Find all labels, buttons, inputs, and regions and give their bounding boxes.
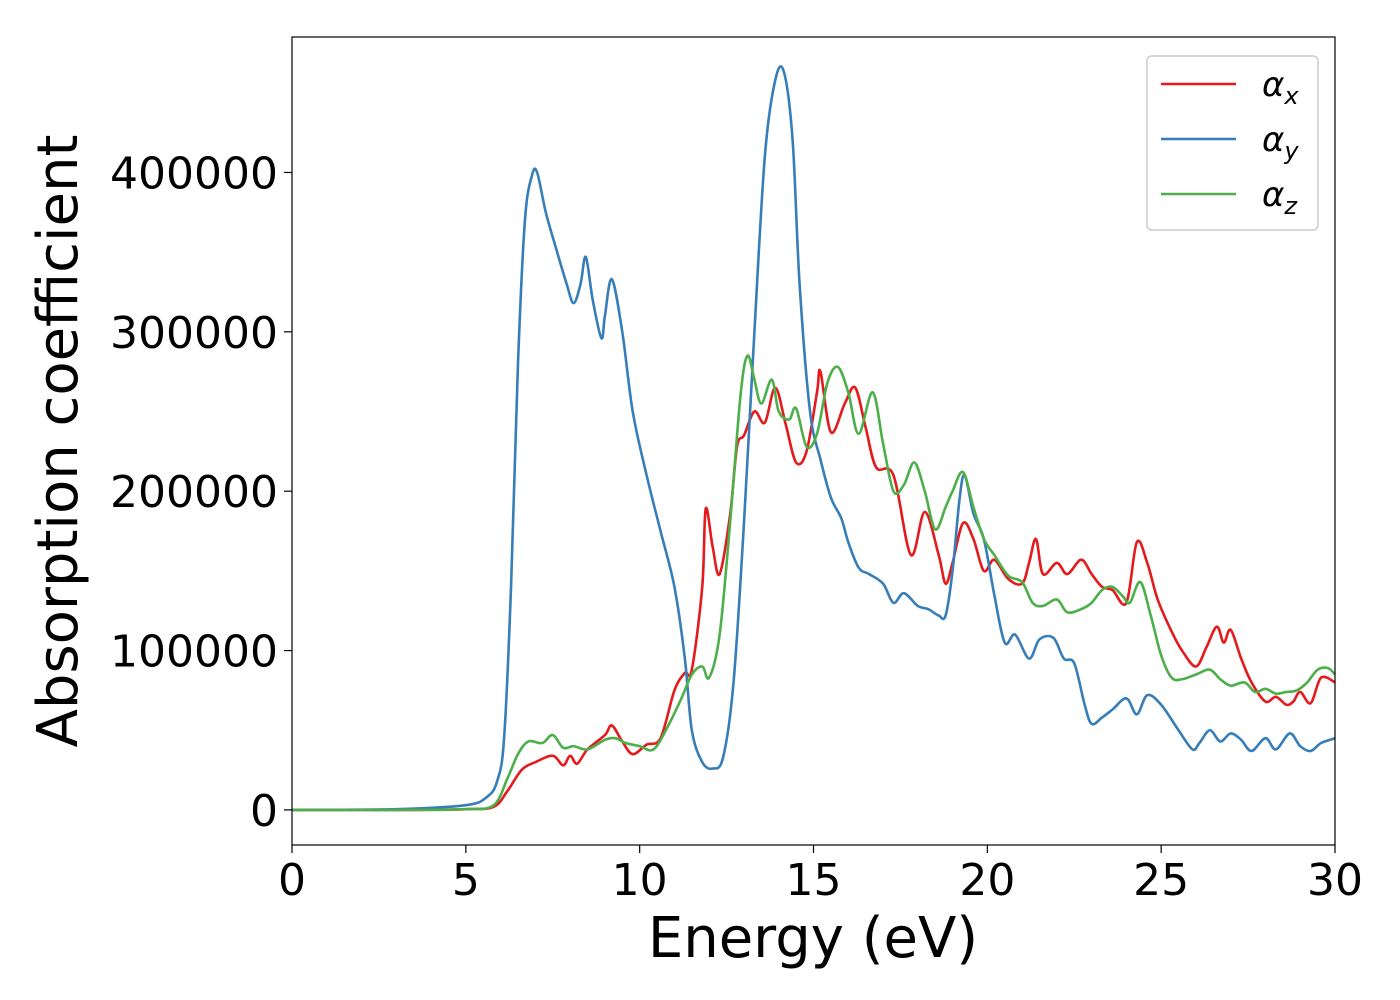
x-tick-label: 0: [278, 855, 306, 906]
x-tick-label: 10: [612, 855, 668, 906]
x-tick-label: 30: [1307, 855, 1363, 906]
y-tick-label: 200000: [110, 467, 278, 518]
y-tick-label: 0: [250, 786, 278, 837]
y-tick-label: 100000: [110, 627, 278, 678]
plot-lines: [291, 65, 1336, 812]
x-tick-label: 15: [786, 855, 842, 906]
legend-box: [1146, 55, 1319, 231]
x-axis-label: Energy (eV): [648, 906, 978, 971]
x-tick-label: 25: [1133, 855, 1189, 906]
legend-label-z: αz: [1262, 175, 1298, 220]
legend-label-x: αx: [1262, 65, 1299, 110]
x-tick-label: 20: [959, 855, 1015, 906]
legend-label-y: αy: [1262, 120, 1299, 165]
x-tick-label: 5: [452, 855, 480, 906]
y-tick-label: 400000: [110, 148, 278, 199]
y-axis-label: Absorption coefficient: [26, 135, 91, 748]
legend: αx αy αz: [1146, 55, 1319, 231]
x-axis-ticks: 0 5 10 15 20 25 30: [278, 845, 1363, 906]
legend-entries: αx αy αz: [1161, 65, 1299, 220]
series-line-αz: [291, 354, 1336, 812]
y-tick-label: 300000: [110, 308, 278, 359]
series-line-αy: [291, 65, 1336, 812]
y-axis-ticks: 0 100000 200000 300000 400000: [110, 148, 292, 837]
